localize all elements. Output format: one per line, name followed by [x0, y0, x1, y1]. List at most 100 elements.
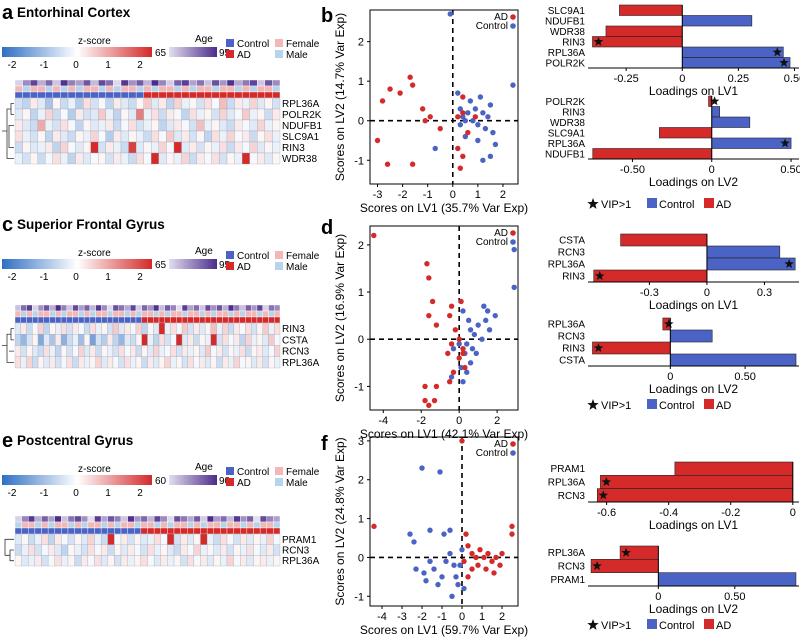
loading-gene-label: PRAM1	[551, 464, 586, 475]
age-annotation-cell	[196, 79, 205, 87]
ad-point	[469, 566, 475, 572]
ad-point	[465, 574, 471, 580]
heatmap-cell	[151, 119, 160, 132]
ad-point	[493, 554, 499, 561]
ad-point	[455, 114, 461, 120]
ad-point	[427, 114, 433, 120]
heatmap-cell	[219, 141, 228, 154]
sex-annotation-cell	[55, 310, 62, 318]
heatmap-cell	[128, 119, 137, 132]
sex-annotation-cell	[134, 521, 142, 529]
heatmap-cell	[181, 119, 190, 132]
heatmap-cell	[89, 334, 96, 346]
heatmap-cell	[26, 322, 33, 335]
heatmap-cell	[226, 119, 235, 132]
heatmap-cell	[181, 97, 190, 110]
heatmap-cell	[233, 533, 241, 545]
heatmap-cell	[60, 108, 69, 121]
sex-annotation-cell	[20, 310, 27, 318]
zscore-tick-label: -1	[40, 60, 49, 71]
ad-point	[446, 312, 453, 319]
loading-gene-label: RIN3	[562, 344, 585, 355]
ad-bar-legend-label: AD	[716, 400, 731, 412]
ad-point	[419, 106, 426, 112]
age-annotation-cell	[164, 304, 171, 312]
heatmap-gene-label: POLR2K	[282, 110, 322, 121]
group-annotation-cell	[181, 91, 190, 99]
sex-annotation-cell	[28, 521, 36, 529]
heatmap-cell	[256, 334, 263, 346]
group-annotation-cell	[22, 91, 31, 99]
heatmap-cell	[173, 533, 181, 545]
sex-annotation-cell	[14, 85, 23, 93]
heatmap-cell	[32, 334, 39, 346]
heatmap-cell	[151, 152, 160, 165]
group-annotation-cell	[43, 316, 50, 324]
heatmap-cell	[200, 533, 208, 545]
heatmap-cell	[226, 130, 235, 143]
age-annotation-cell	[72, 304, 79, 312]
heatmap-cell	[14, 152, 23, 165]
heatmap-cell	[158, 119, 167, 132]
age-annotation-cell	[90, 79, 99, 87]
heatmap-cell	[118, 356, 125, 369]
heatmap-cell	[158, 108, 167, 121]
sex-annotation-cell	[204, 85, 213, 93]
heatmap-cell	[98, 108, 107, 121]
heatmap-cell	[220, 533, 228, 545]
heatmap-cell	[29, 108, 38, 121]
heatmap-cell	[210, 345, 217, 357]
age-annotation-cell	[22, 79, 31, 87]
heatmap-cell	[83, 322, 91, 335]
heatmap-cell	[14, 533, 22, 545]
x-tick-label: 0	[459, 611, 465, 623]
ad-point	[456, 355, 462, 361]
group-annotation-cell	[32, 316, 39, 324]
age-annotation-cell	[120, 515, 128, 523]
group-annotation-cell	[216, 316, 223, 324]
age-annotation-cell	[82, 79, 91, 87]
heatmap-cell	[241, 108, 250, 121]
group-annotation-cell	[222, 316, 229, 324]
heatmap-cell	[134, 533, 142, 545]
age-annotation-cell	[60, 79, 69, 87]
heatmap-cell	[87, 533, 95, 545]
control-point	[457, 106, 464, 112]
heatmap-cell	[45, 141, 54, 154]
heatmap-cell	[130, 334, 137, 346]
heatmap-cell	[107, 345, 114, 357]
heatmap-cell	[216, 356, 223, 369]
heatmap-cell	[98, 97, 107, 110]
control-point	[511, 246, 517, 253]
loading-x-tick-label: 0.50	[734, 371, 755, 383]
heatmap-cell	[87, 544, 95, 556]
heatmap-cell	[266, 544, 274, 556]
age-annotation-cell	[135, 79, 144, 87]
control-legend-label: Control	[237, 39, 269, 50]
scatter-legend-control-dot	[510, 239, 516, 245]
heatmap-cell	[67, 108, 76, 121]
dendrogram	[4, 538, 14, 562]
age-annotation-cell	[256, 304, 263, 312]
heatmap-cell	[147, 356, 154, 369]
vip-star-icon	[709, 96, 720, 106]
heatmap-cell	[28, 555, 36, 567]
age-annotation-cell	[216, 304, 223, 312]
scatter-x-axis-label: Scores on LV1 (59.7% Var Exp)	[360, 623, 528, 637]
group-annotation-cell	[74, 527, 82, 535]
ad-point	[371, 523, 377, 530]
scatter-legend-ad: AD	[494, 228, 508, 239]
ad-point	[491, 570, 497, 576]
heatmap-cell	[90, 108, 99, 121]
heatmap-cell	[249, 119, 258, 132]
heatmap-cell	[82, 108, 91, 121]
x-tick-label: 2	[499, 611, 505, 623]
group-annotation-cell	[193, 527, 201, 535]
control-point	[486, 327, 493, 333]
sex-annotation-cell	[151, 85, 160, 93]
heatmap-cell	[158, 130, 167, 143]
heatmap-cell	[100, 544, 108, 556]
control-point	[482, 125, 489, 132]
heatmap-cell	[128, 130, 137, 143]
